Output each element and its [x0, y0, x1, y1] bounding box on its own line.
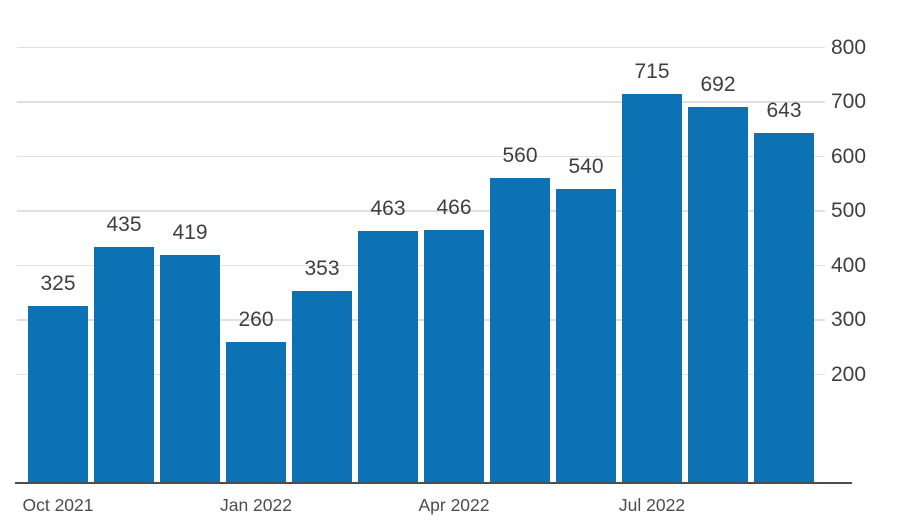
gridline [17, 210, 825, 212]
y-tick-label: 800 [831, 35, 867, 59]
bar-value-label: 419 [172, 221, 208, 245]
bar-value-label: 260 [238, 307, 274, 331]
y-tick-label: 600 [831, 144, 867, 168]
y-tick-label: 300 [831, 308, 867, 332]
x-tick-label: Jul 2022 [618, 495, 686, 515]
bar [622, 94, 682, 484]
bar [424, 229, 484, 484]
gridline [17, 101, 825, 103]
bar [226, 341, 286, 484]
x-tick-label: Apr 2022 [418, 495, 490, 515]
bar [754, 133, 814, 484]
gridline [17, 46, 825, 49]
gridline [17, 373, 825, 376]
bar [160, 255, 220, 484]
bar [358, 231, 418, 484]
gridline [17, 264, 825, 267]
bar [94, 246, 154, 484]
bar-value-label: 353 [304, 257, 340, 281]
bar-value-label: 325 [40, 272, 76, 296]
y-tick-label: 200 [831, 362, 867, 386]
bar-value-label: 715 [634, 60, 670, 83]
bar [556, 189, 616, 484]
x-tick-label: Oct 2021 [22, 495, 94, 515]
bar-value-label: 540 [568, 155, 604, 179]
x-tick-label: Jan 2022 [219, 495, 292, 515]
bar-value-label: 643 [766, 99, 802, 123]
bar [688, 106, 748, 484]
bar [292, 291, 352, 484]
bar-value-label: 560 [502, 144, 538, 168]
bar-value-label: 466 [436, 195, 472, 219]
bar-value-label: 692 [700, 72, 736, 96]
y-tick-label: 700 [831, 90, 867, 114]
x-axis-line [15, 482, 852, 484]
gridline [17, 155, 825, 158]
gridline [17, 319, 825, 321]
bar [28, 306, 88, 484]
bar [490, 178, 550, 484]
y-tick-label: 500 [831, 199, 867, 223]
bar-value-label: 435 [106, 212, 142, 236]
bar-value-label: 463 [370, 197, 406, 221]
y-tick-label: 400 [831, 253, 867, 277]
